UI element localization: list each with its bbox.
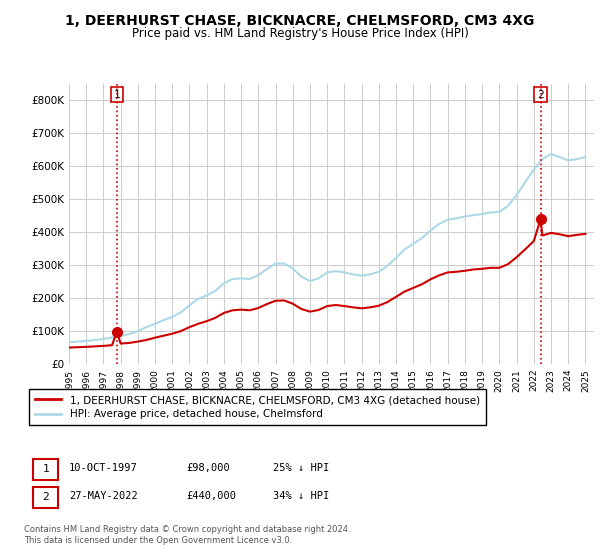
Text: £440,000: £440,000 bbox=[186, 491, 236, 501]
Legend: 1, DEERHURST CHASE, BICKNACRE, CHELMSFORD, CM3 4XG (detached house), HPI: Averag: 1, DEERHURST CHASE, BICKNACRE, CHELMSFOR… bbox=[29, 389, 486, 426]
Text: 27-MAY-2022: 27-MAY-2022 bbox=[69, 491, 138, 501]
Text: 2: 2 bbox=[537, 90, 544, 100]
Text: Contains HM Land Registry data © Crown copyright and database right 2024.
This d: Contains HM Land Registry data © Crown c… bbox=[24, 525, 350, 545]
Text: 10-OCT-1997: 10-OCT-1997 bbox=[69, 463, 138, 473]
Text: 34% ↓ HPI: 34% ↓ HPI bbox=[273, 491, 329, 501]
Text: 1: 1 bbox=[113, 90, 120, 100]
Text: 1: 1 bbox=[42, 464, 49, 474]
Text: 25% ↓ HPI: 25% ↓ HPI bbox=[273, 463, 329, 473]
Text: 2: 2 bbox=[42, 492, 49, 502]
Text: 1, DEERHURST CHASE, BICKNACRE, CHELMSFORD, CM3 4XG: 1, DEERHURST CHASE, BICKNACRE, CHELMSFOR… bbox=[65, 14, 535, 28]
Text: £98,000: £98,000 bbox=[186, 463, 230, 473]
Text: Price paid vs. HM Land Registry's House Price Index (HPI): Price paid vs. HM Land Registry's House … bbox=[131, 27, 469, 40]
